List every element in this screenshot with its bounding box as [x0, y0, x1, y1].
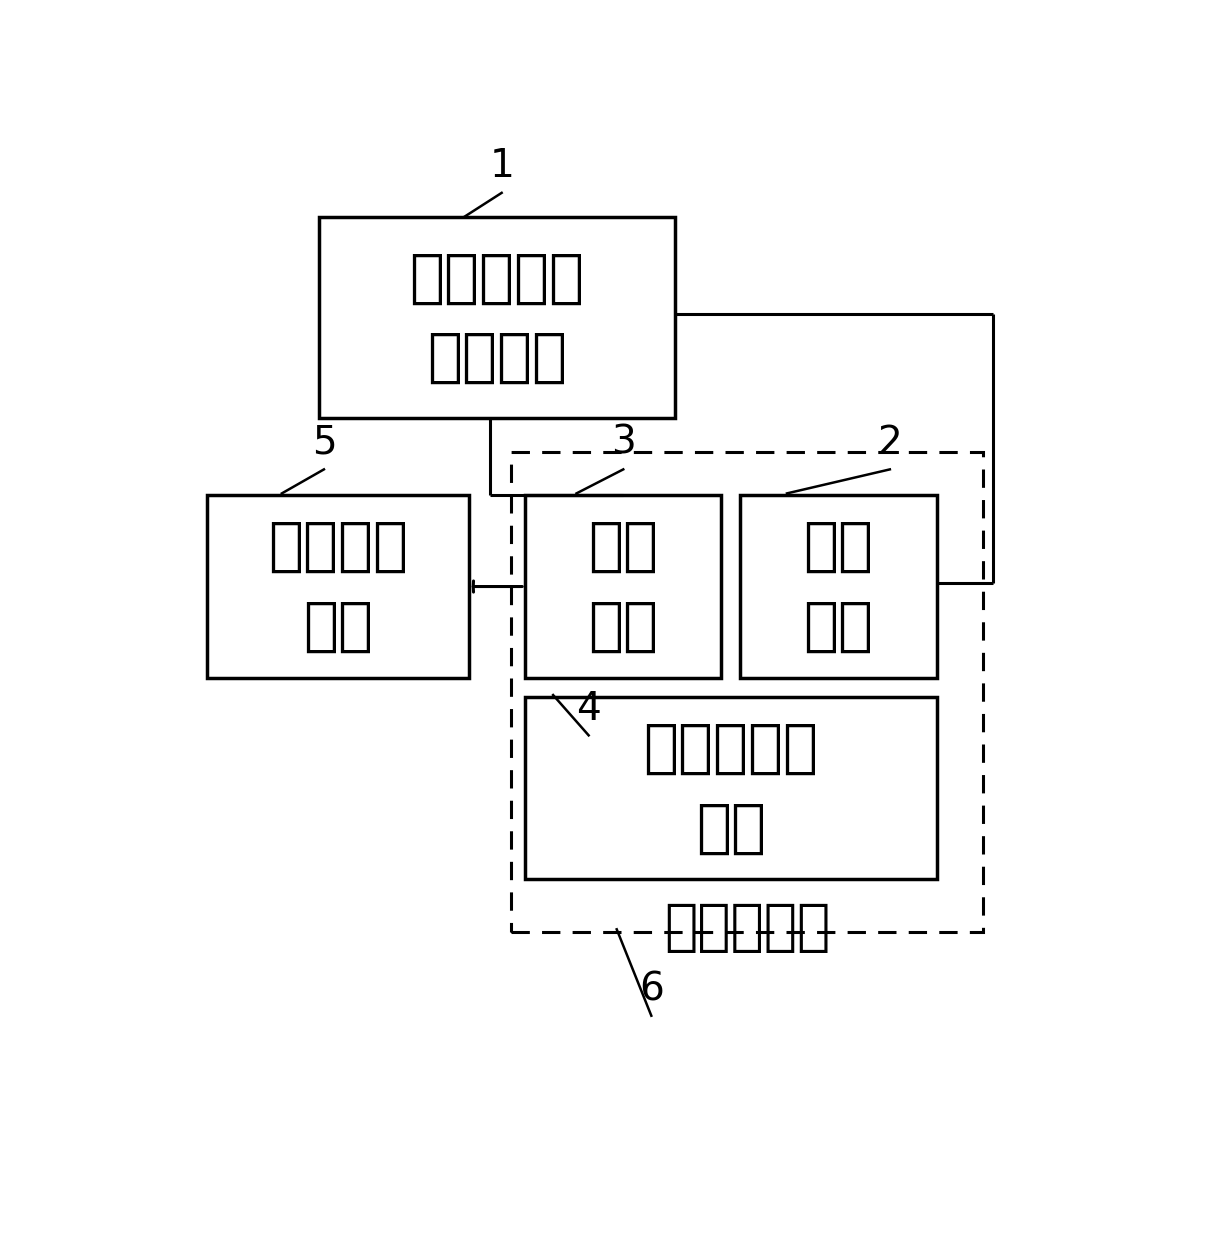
Text: 抽气
系统: 抽气 系统	[588, 519, 658, 655]
Bar	[319, 217, 675, 419]
Text: 尾气处理
系统: 尾气处理 系统	[268, 519, 408, 655]
Text: 5: 5	[311, 424, 337, 461]
Text: 6: 6	[639, 970, 664, 1008]
Bar	[511, 453, 984, 933]
Text: 4: 4	[576, 690, 601, 728]
Bar	[740, 495, 937, 678]
Text: 土壤修复区: 土壤修复区	[665, 900, 830, 954]
Bar	[525, 495, 722, 678]
Text: 污染物监测
系统: 污染物监测 系统	[643, 720, 818, 857]
Text: 太阳能供电
控制系统: 太阳能供电 控制系统	[409, 249, 584, 385]
Bar	[525, 697, 937, 879]
Text: 曝气
系统: 曝气 系统	[804, 519, 874, 655]
Bar	[208, 495, 468, 678]
Text: 3: 3	[611, 424, 636, 461]
Text: 1: 1	[489, 147, 514, 185]
Text: 2: 2	[877, 424, 903, 461]
